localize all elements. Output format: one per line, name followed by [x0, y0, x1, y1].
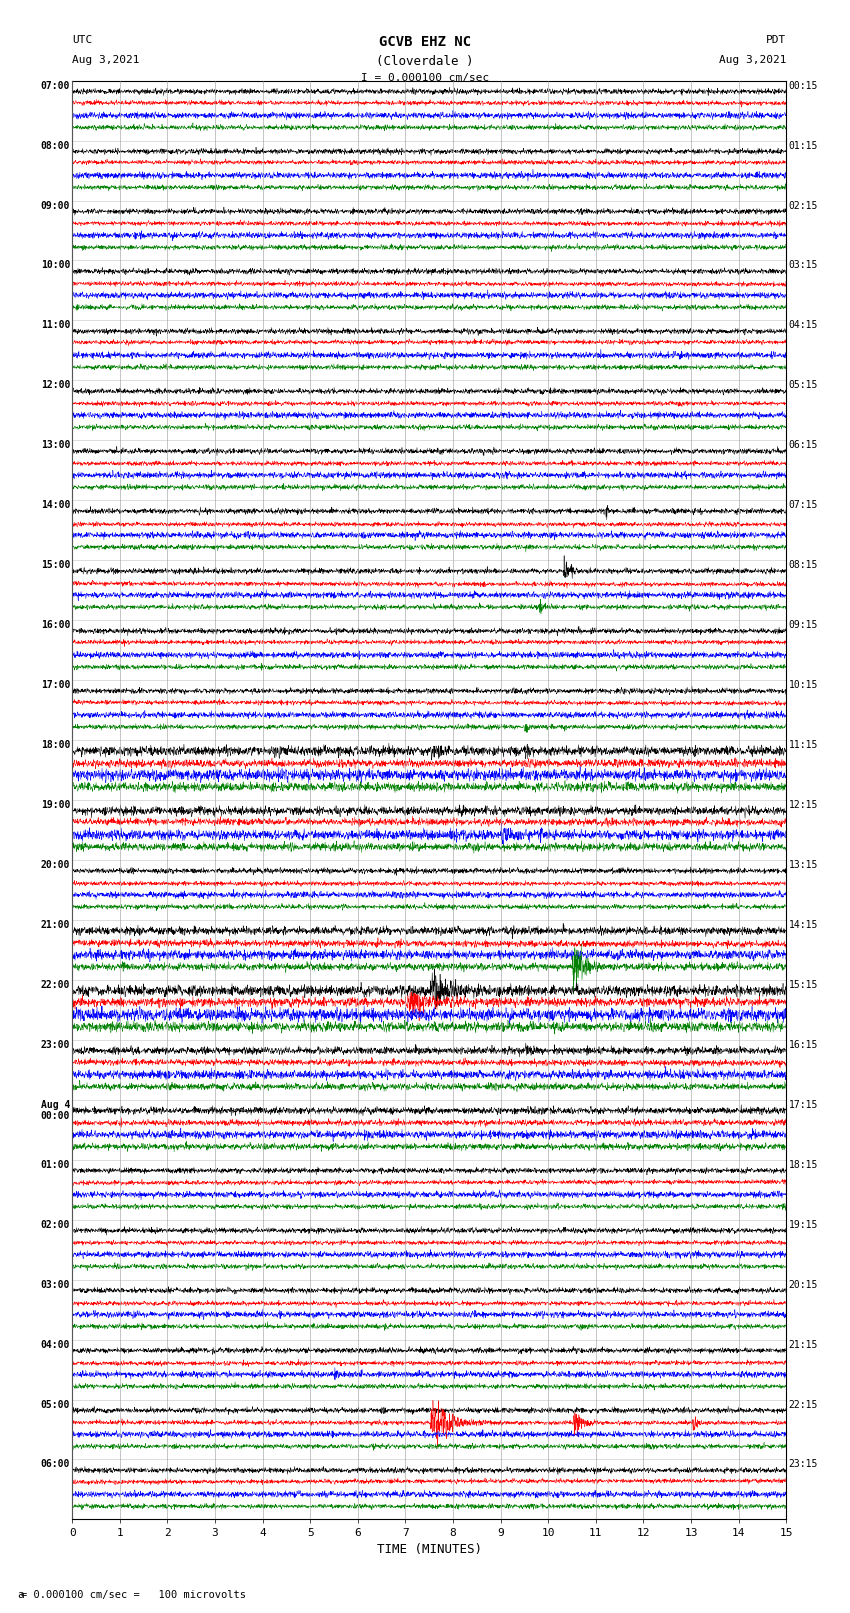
Text: UTC: UTC — [72, 35, 93, 45]
Text: 11:00: 11:00 — [41, 321, 70, 331]
Text: 04:15: 04:15 — [789, 321, 818, 331]
Text: 11:15: 11:15 — [789, 740, 818, 750]
Text: GCVB EHZ NC: GCVB EHZ NC — [379, 35, 471, 50]
Text: 10:15: 10:15 — [789, 681, 818, 690]
Text: 19:00: 19:00 — [41, 800, 70, 810]
Text: 22:15: 22:15 — [789, 1400, 818, 1410]
Text: 23:15: 23:15 — [789, 1460, 818, 1469]
Text: 03:00: 03:00 — [41, 1279, 70, 1290]
Text: Aug 4
00:00: Aug 4 00:00 — [41, 1100, 70, 1121]
X-axis label: TIME (MINUTES): TIME (MINUTES) — [377, 1542, 482, 1555]
Text: 13:15: 13:15 — [789, 860, 818, 869]
Text: 03:15: 03:15 — [789, 261, 818, 271]
Text: 21:15: 21:15 — [789, 1339, 818, 1350]
Text: 02:00: 02:00 — [41, 1219, 70, 1229]
Text: 17:00: 17:00 — [41, 681, 70, 690]
Text: 21:00: 21:00 — [41, 919, 70, 931]
Text: 08:00: 08:00 — [41, 140, 70, 150]
Text: 19:15: 19:15 — [789, 1219, 818, 1229]
Text: 15:00: 15:00 — [41, 560, 70, 571]
Text: 00:15: 00:15 — [789, 81, 818, 90]
Text: 09:00: 09:00 — [41, 200, 70, 211]
Text: 10:00: 10:00 — [41, 261, 70, 271]
Text: 22:00: 22:00 — [41, 981, 70, 990]
Text: 13:00: 13:00 — [41, 440, 70, 450]
Text: I = 0.000100 cm/sec: I = 0.000100 cm/sec — [361, 73, 489, 82]
Text: 18:00: 18:00 — [41, 740, 70, 750]
Text: 16:15: 16:15 — [789, 1040, 818, 1050]
Text: 04:00: 04:00 — [41, 1339, 70, 1350]
Text: 01:00: 01:00 — [41, 1160, 70, 1169]
Text: 14:15: 14:15 — [789, 919, 818, 931]
Text: 05:00: 05:00 — [41, 1400, 70, 1410]
Text: 07:00: 07:00 — [41, 81, 70, 90]
Text: 17:15: 17:15 — [789, 1100, 818, 1110]
Text: 12:00: 12:00 — [41, 381, 70, 390]
Text: 14:00: 14:00 — [41, 500, 70, 510]
Text: 02:15: 02:15 — [789, 200, 818, 211]
Text: PDT: PDT — [766, 35, 786, 45]
Text: 06:00: 06:00 — [41, 1460, 70, 1469]
Text: 16:00: 16:00 — [41, 621, 70, 631]
Text: 07:15: 07:15 — [789, 500, 818, 510]
Text: = 0.000100 cm/sec =   100 microvolts: = 0.000100 cm/sec = 100 microvolts — [21, 1590, 246, 1600]
Text: 09:15: 09:15 — [789, 621, 818, 631]
Text: 23:00: 23:00 — [41, 1040, 70, 1050]
Text: 08:15: 08:15 — [789, 560, 818, 571]
Text: Aug 3,2021: Aug 3,2021 — [719, 55, 786, 65]
Text: 05:15: 05:15 — [789, 381, 818, 390]
Text: 20:00: 20:00 — [41, 860, 70, 869]
Text: 01:15: 01:15 — [789, 140, 818, 150]
Text: 20:15: 20:15 — [789, 1279, 818, 1290]
Text: 15:15: 15:15 — [789, 981, 818, 990]
Text: Aug 3,2021: Aug 3,2021 — [72, 55, 139, 65]
Text: 06:15: 06:15 — [789, 440, 818, 450]
Text: 18:15: 18:15 — [789, 1160, 818, 1169]
Text: (Cloverdale ): (Cloverdale ) — [377, 55, 473, 68]
Text: a: a — [17, 1590, 24, 1600]
Text: 12:15: 12:15 — [789, 800, 818, 810]
